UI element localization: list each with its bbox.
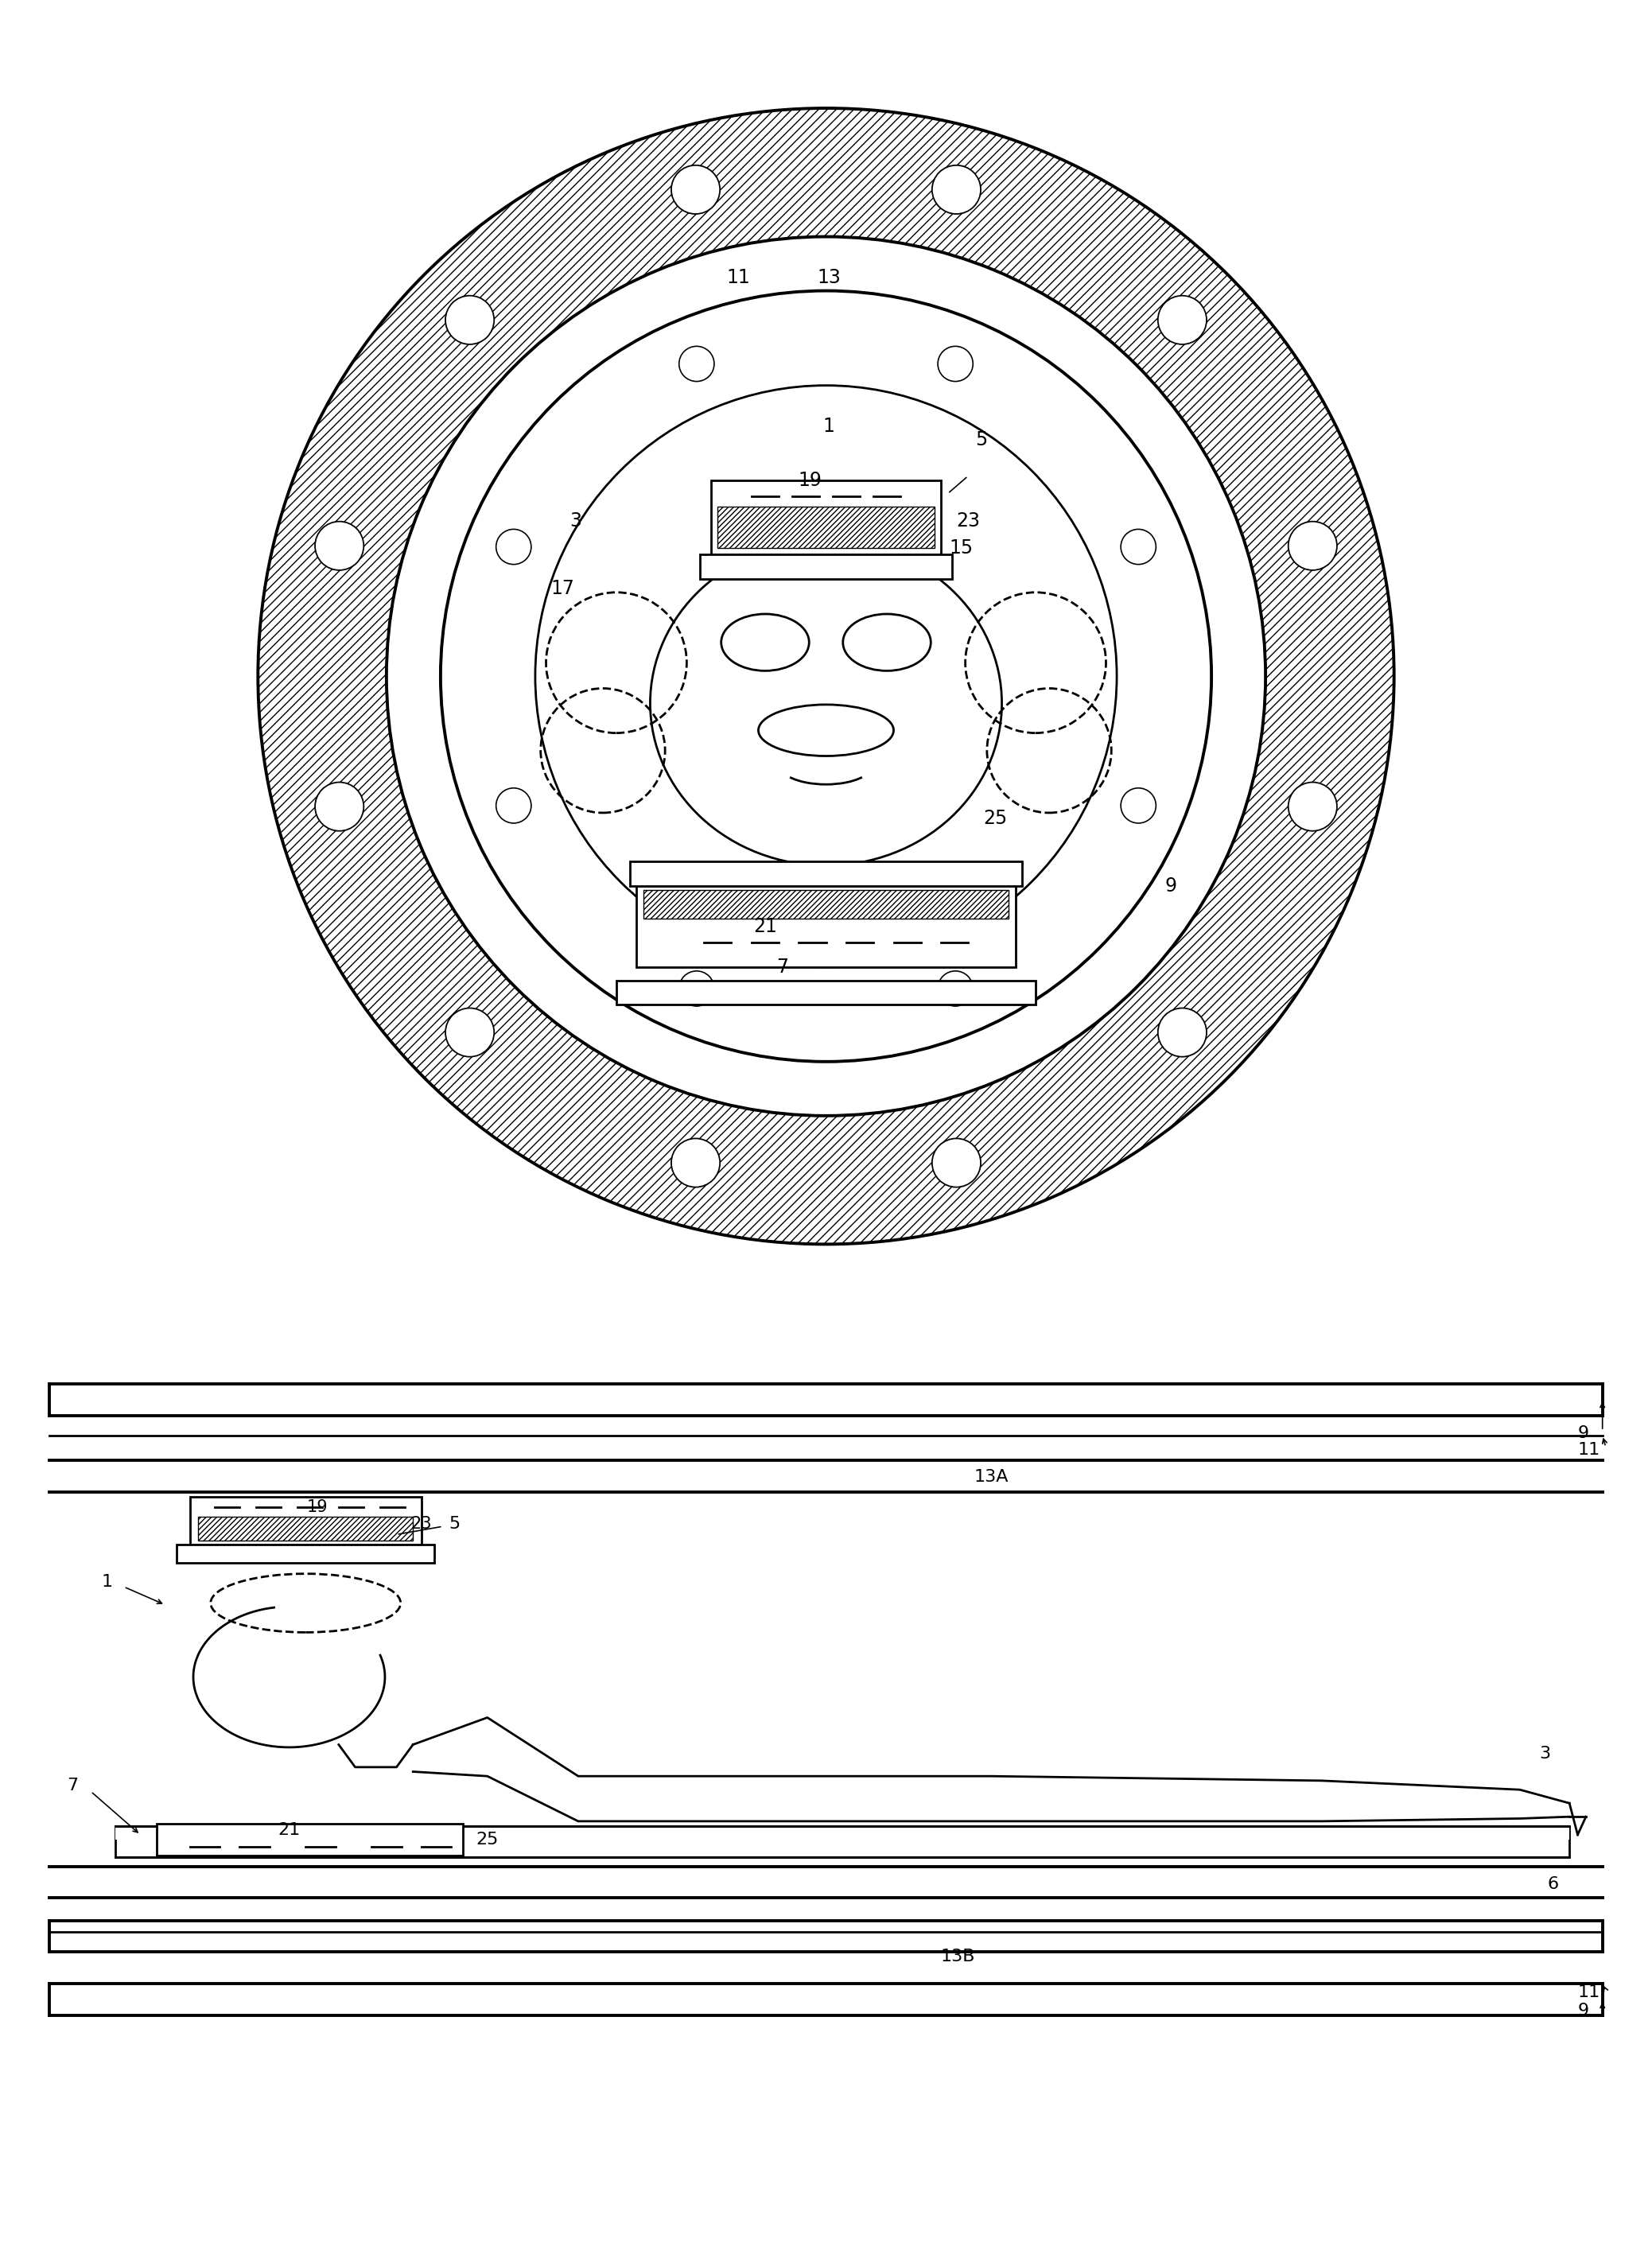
Text: 13B: 13B (942, 1947, 975, 1965)
Text: 1: 1 (823, 417, 834, 435)
Circle shape (932, 1138, 981, 1188)
Text: 3: 3 (570, 512, 582, 530)
Bar (643, 890, 1009, 917)
Bar (636, 866, 1016, 884)
Text: 1: 1 (102, 1573, 112, 1591)
Text: 15: 15 (950, 539, 973, 557)
Text: 19: 19 (307, 1499, 327, 1515)
Text: 5: 5 (975, 431, 988, 449)
Circle shape (671, 165, 720, 214)
Bar (177, 1544, 434, 1562)
Text: 5: 5 (449, 1515, 459, 1533)
Circle shape (938, 347, 973, 381)
Bar (700, 554, 952, 579)
Text: 9: 9 (1578, 1425, 1589, 1443)
Circle shape (679, 971, 714, 1005)
Circle shape (1289, 782, 1336, 832)
Text: 25: 25 (476, 1830, 499, 1848)
Text: 9: 9 (1165, 877, 1176, 895)
Text: 13A: 13A (975, 1470, 1008, 1485)
Circle shape (1289, 521, 1336, 570)
Circle shape (671, 1138, 720, 1188)
Circle shape (1158, 295, 1206, 345)
Text: 11: 11 (727, 268, 750, 286)
Bar (50, 1984, 1602, 2015)
Circle shape (932, 165, 981, 214)
Text: 25: 25 (983, 809, 1008, 827)
Circle shape (446, 1008, 494, 1057)
Text: 21: 21 (278, 1821, 301, 1839)
Text: 11: 11 (1578, 1984, 1601, 2002)
Text: 7: 7 (68, 1776, 78, 1794)
Bar (50, 1920, 1602, 1952)
Bar (50, 1384, 1602, 1416)
Bar (165, 1826, 454, 1839)
Text: 11: 11 (1578, 1443, 1601, 1458)
Bar (636, 886, 1016, 967)
Text: 19: 19 (798, 471, 821, 489)
Bar (116, 1826, 1569, 1857)
Circle shape (1120, 530, 1156, 564)
Circle shape (446, 295, 494, 345)
Text: 23: 23 (957, 512, 980, 530)
Text: 6: 6 (1548, 1875, 1558, 1893)
Text: 7: 7 (776, 958, 788, 976)
Circle shape (496, 530, 532, 564)
Bar (157, 1823, 463, 1855)
Bar (198, 1517, 413, 1542)
Bar (616, 980, 1036, 1005)
Circle shape (679, 347, 714, 381)
Text: 17: 17 (550, 579, 575, 597)
Bar (629, 861, 1023, 886)
Circle shape (496, 789, 532, 823)
Circle shape (938, 971, 973, 1005)
Bar (704, 557, 948, 577)
Bar (710, 480, 942, 554)
Text: 9: 9 (1578, 2002, 1589, 2020)
Text: 3: 3 (1540, 1745, 1550, 1763)
Circle shape (1120, 789, 1156, 823)
Bar (182, 1546, 430, 1560)
Circle shape (316, 521, 363, 570)
Circle shape (1158, 1008, 1206, 1057)
Circle shape (316, 782, 363, 832)
Bar (190, 1497, 421, 1544)
Bar (116, 1828, 1569, 1839)
Text: 13: 13 (816, 268, 841, 286)
Bar (719, 507, 933, 548)
Text: 23: 23 (411, 1515, 431, 1533)
Text: 21: 21 (753, 917, 776, 935)
